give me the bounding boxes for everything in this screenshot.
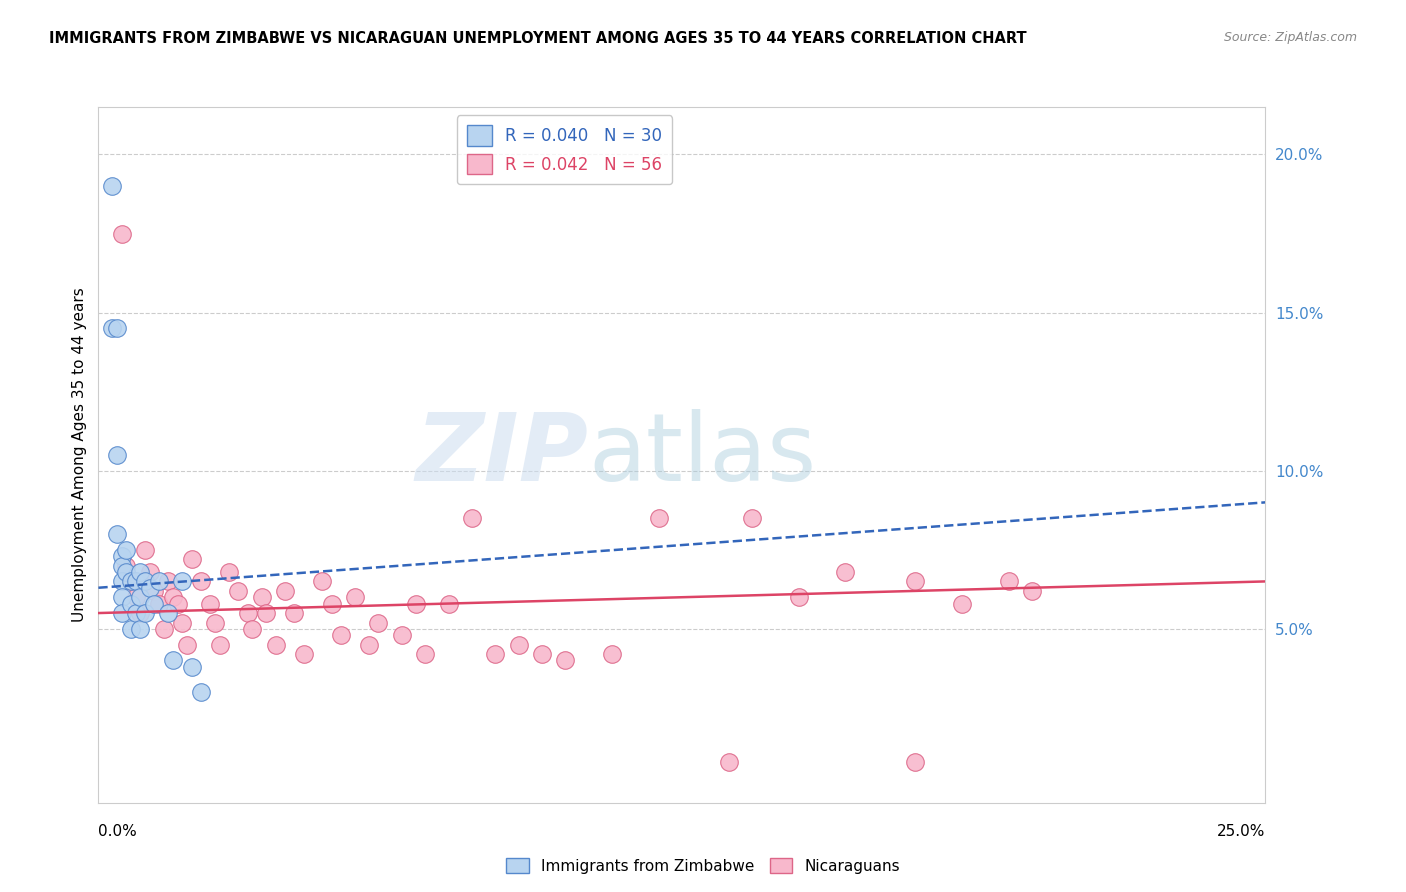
Point (461, 511, 484, 525)
Point (120, 622, 142, 636)
Point (111, 606, 134, 620)
Point (904, 574, 927, 589)
Point (148, 574, 170, 589)
Point (101, 321, 124, 335)
Point (129, 591, 152, 605)
Point (508, 638, 530, 652)
Text: Source: ZipAtlas.com: Source: ZipAtlas.com (1223, 31, 1357, 45)
Point (283, 606, 305, 620)
Point (264, 638, 287, 652)
Point (125, 574, 148, 589)
Point (834, 565, 856, 579)
Point (111, 227, 134, 241)
Point (180, 552, 202, 566)
Point (134, 542, 156, 557)
Point (172, 574, 194, 589)
Point (437, 597, 460, 611)
Point (129, 565, 152, 579)
Point (359, 638, 381, 652)
Point (344, 591, 367, 605)
Text: 0.0%: 0.0% (98, 823, 138, 838)
Point (236, 606, 259, 620)
Point (105, 448, 128, 462)
Point (157, 574, 180, 589)
Legend: Immigrants from Zimbabwe, Nicaraguans: Immigrants from Zimbabwe, Nicaraguans (499, 852, 907, 880)
Point (484, 647, 506, 661)
Point (413, 647, 436, 661)
Point (904, 755, 927, 769)
Point (274, 583, 297, 598)
Point (647, 511, 669, 525)
Point (321, 597, 343, 611)
Point (134, 606, 156, 620)
Point (115, 542, 138, 557)
Point (228, 583, 250, 598)
Point (101, 179, 124, 194)
Point (741, 511, 763, 525)
Point (190, 574, 212, 589)
Point (129, 622, 152, 636)
Point (204, 615, 226, 630)
Point (180, 660, 202, 674)
Point (134, 574, 156, 589)
Point (120, 574, 142, 589)
Point (111, 591, 134, 605)
Point (125, 591, 148, 605)
Point (292, 647, 315, 661)
Point (717, 755, 740, 769)
Point (311, 574, 333, 589)
Point (115, 558, 138, 573)
Point (139, 581, 162, 595)
Point (152, 622, 174, 636)
Point (530, 647, 553, 661)
Point (125, 606, 148, 620)
Point (330, 628, 353, 642)
Point (120, 597, 142, 611)
Point (787, 591, 810, 605)
Text: ZIP: ZIP (416, 409, 589, 501)
Point (148, 597, 170, 611)
Point (157, 606, 180, 620)
Text: atlas: atlas (589, 409, 817, 501)
Point (143, 583, 166, 598)
Point (391, 628, 413, 642)
Point (256, 606, 278, 620)
Point (162, 591, 184, 605)
Point (139, 565, 162, 579)
Point (367, 615, 389, 630)
Point (600, 647, 623, 661)
Point (172, 615, 194, 630)
Point (242, 622, 264, 636)
Point (554, 653, 576, 667)
Point (111, 574, 134, 589)
Point (405, 597, 427, 611)
Point (111, 549, 134, 563)
Point (105, 527, 128, 541)
Point (250, 591, 273, 605)
Point (162, 653, 184, 667)
Y-axis label: Unemployment Among Ages 35 to 44 years: Unemployment Among Ages 35 to 44 years (72, 287, 87, 623)
Point (218, 565, 240, 579)
Point (190, 685, 212, 699)
Point (120, 574, 142, 589)
Point (115, 565, 138, 579)
Point (129, 606, 152, 620)
Point (950, 597, 973, 611)
Legend: R = 0.040   N = 30, R = 0.042   N = 56: R = 0.040 N = 30, R = 0.042 N = 56 (457, 115, 672, 185)
Point (997, 574, 1019, 589)
Point (1021, 583, 1043, 598)
Point (200, 597, 222, 611)
Point (143, 597, 166, 611)
Point (166, 597, 188, 611)
Point (208, 638, 231, 652)
Text: 25.0%: 25.0% (1218, 823, 1265, 838)
Text: IMMIGRANTS FROM ZIMBABWE VS NICARAGUAN UNEMPLOYMENT AMONG AGES 35 TO 44 YEARS CO: IMMIGRANTS FROM ZIMBABWE VS NICARAGUAN U… (49, 31, 1026, 46)
Point (111, 558, 134, 573)
Point (105, 321, 128, 335)
Point (176, 638, 198, 652)
